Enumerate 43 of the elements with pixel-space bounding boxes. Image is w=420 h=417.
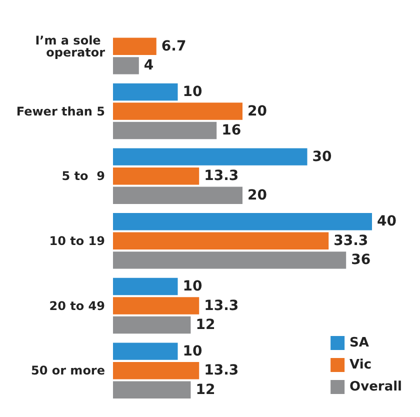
data-label: 20	[248, 187, 268, 204]
bar	[113, 362, 200, 380]
bar	[113, 252, 346, 269]
data-label: 13.3	[204, 168, 239, 184]
data-label: 12	[196, 317, 216, 334]
data-label: 10	[182, 343, 202, 360]
data-label: 12	[196, 382, 216, 398]
legend-label: Vic	[350, 358, 372, 372]
data-label: 10	[182, 84, 202, 100]
bar	[113, 38, 156, 56]
bar	[113, 232, 329, 250]
data-label: 40	[377, 214, 397, 230]
data-label: 6.7	[161, 38, 186, 54]
data-label: 33.3	[334, 232, 368, 249]
data-label: 36	[351, 252, 371, 268]
bar	[113, 278, 178, 296]
bar	[113, 213, 372, 230]
data-label: 30	[312, 148, 332, 165]
data-label: 13.3	[204, 298, 239, 314]
y-tick-label: I’m a sole operator	[35, 33, 106, 60]
y-tick-label: Fewer than 5	[16, 104, 105, 118]
bar	[113, 83, 178, 101]
y-tick-label: 5 to 9	[62, 169, 105, 184]
bar	[113, 316, 191, 334]
data-label: 10	[182, 278, 202, 294]
bar	[113, 297, 200, 314]
data-label: 4	[144, 58, 154, 74]
bar	[113, 122, 217, 140]
y-tick-label: 10 to 19	[49, 234, 105, 248]
legend-label: SA	[350, 336, 369, 350]
legend-label: Overall	[350, 380, 402, 394]
bar	[113, 381, 191, 398]
bar	[113, 167, 200, 185]
data-label: 16	[222, 122, 242, 139]
data-label: 20	[248, 103, 268, 120]
bar	[113, 57, 139, 74]
bar	[113, 102, 242, 120]
bar	[113, 148, 308, 166]
y-tick-label: 20 to 49	[49, 298, 105, 313]
bar	[113, 186, 242, 204]
y-tick-label: 50 or more	[30, 364, 105, 378]
data-label: 13.3	[204, 362, 239, 379]
bar	[113, 342, 178, 360]
